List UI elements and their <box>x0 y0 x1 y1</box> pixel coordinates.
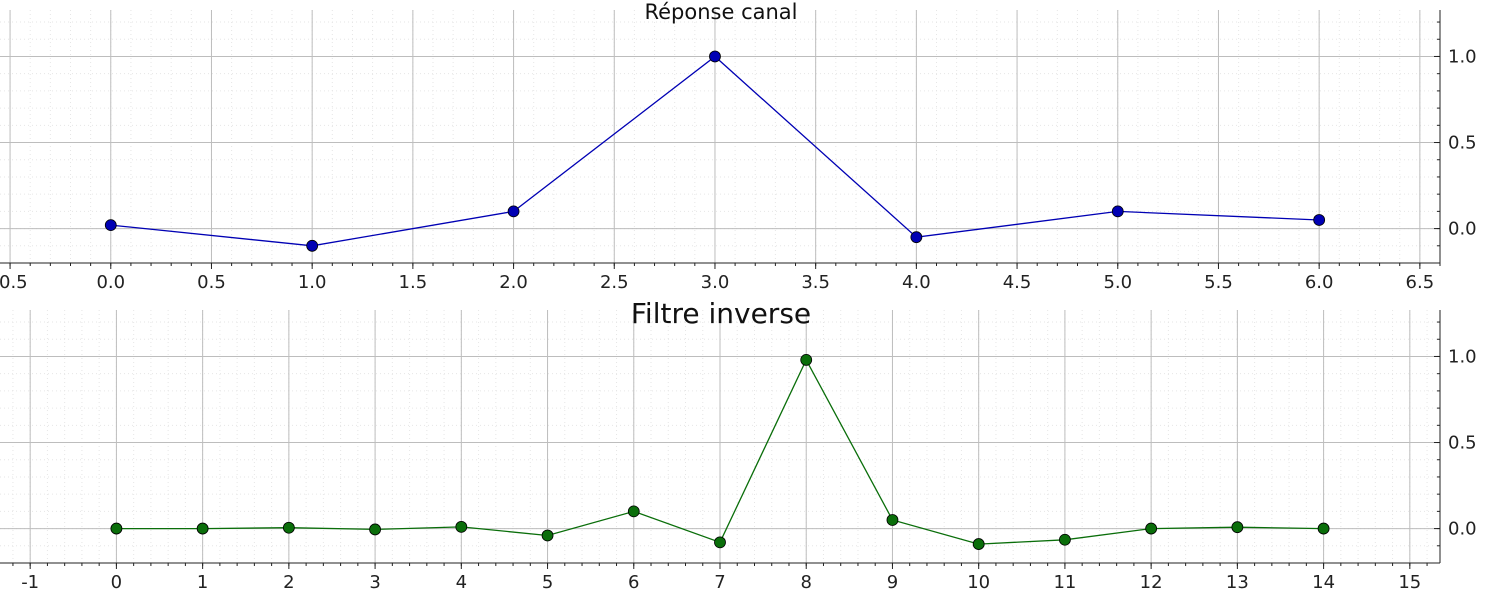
x-tick-label: 4 <box>456 572 467 593</box>
x-tick-label: 2.5 <box>600 272 629 293</box>
data-point-reponse-canal <box>709 50 721 63</box>
x-tick-label: 6 <box>628 572 639 593</box>
x-tick-label: 3 <box>369 572 380 593</box>
x-tick-label: 0.0 <box>96 272 125 293</box>
x-tick-label: 15 <box>1398 572 1421 593</box>
x-tick-label: 7 <box>714 572 725 593</box>
x-tick-label: 3.0 <box>701 272 730 293</box>
x-tick-label: 3.5 <box>801 272 830 293</box>
data-point-filtre-inverse <box>1059 533 1071 546</box>
x-tick-label: 0 <box>111 572 122 593</box>
x-tick-label: 2.0 <box>499 272 528 293</box>
x-tick-label: 0.5 <box>197 272 226 293</box>
x-tick-label: 11 <box>1053 572 1076 593</box>
y-tick-label: 1.0 <box>1448 346 1477 367</box>
x-tick-label: 13 <box>1226 572 1249 593</box>
data-point-filtre-inverse <box>1317 522 1330 535</box>
data-point-filtre-inverse <box>110 522 123 535</box>
x-tick-label: 12 <box>1140 572 1163 593</box>
data-point-reponse-canal <box>910 231 923 244</box>
x-tick-label: 14 <box>1312 572 1335 593</box>
x-tick-label: 2 <box>283 572 294 593</box>
x-tick-label: 6.5 <box>1406 272 1435 293</box>
chart-title-reponse-canal: Réponse canal <box>644 0 797 24</box>
panel-reponse-canal: -0.5 0.0 0.5 1.0 1.5 2.0 2.5 3.0 3.5 4.0 4.5 5.0 5.5… <box>0 0 1477 293</box>
x-tick-label: 5 <box>542 572 553 593</box>
y-tick-label: 1.0 <box>1448 46 1477 67</box>
x-tick-label: 9 <box>887 572 898 593</box>
x-tick-label: 5.0 <box>1103 272 1132 293</box>
data-point-filtre-inverse <box>369 523 381 536</box>
data-point-filtre-inverse <box>541 529 554 542</box>
x-tick-label: 6.0 <box>1305 272 1334 293</box>
x-tick-label: -0.5 <box>0 272 28 293</box>
data-point-filtre-inverse <box>1145 522 1158 535</box>
data-point-filtre-inverse <box>800 354 813 366</box>
y-tick-label: 0.5 <box>1448 133 1477 154</box>
data-point-filtre-inverse <box>627 505 640 518</box>
x-tick-label: 10 <box>967 572 990 593</box>
data-point-filtre-inverse <box>282 521 295 534</box>
data-point-filtre-inverse <box>886 514 899 526</box>
y-tick-label: 0.0 <box>1448 219 1477 240</box>
x-tick-label: -1 <box>21 572 39 593</box>
data-point-filtre-inverse <box>196 522 209 535</box>
data-point-reponse-canal <box>306 239 319 252</box>
x-tick-label: 1.5 <box>399 272 428 293</box>
data-point-filtre-inverse <box>972 538 985 550</box>
data-point-reponse-canal <box>507 205 520 218</box>
data-point-filtre-inverse <box>714 536 726 549</box>
x-tick-label: 4.5 <box>1003 272 1032 293</box>
chart-title-filtre-inverse: Filtre inverse <box>631 297 811 330</box>
x-tick-label: 4.0 <box>902 272 931 293</box>
data-point-filtre-inverse <box>455 520 468 533</box>
panel-filtre-inverse: -1 0 1 2 3 4 5 6 7 8 9 10 11 12 13 14 150.00.51.0Filtre … <box>0 297 1477 593</box>
x-tick-label: 1 <box>197 572 208 593</box>
x-tick-label: 1.0 <box>298 272 327 293</box>
data-point-reponse-canal <box>104 219 117 232</box>
grid-filtre-inverse <box>0 310 1440 564</box>
x-tick-label: 8 <box>801 572 812 593</box>
data-point-reponse-canal <box>1111 205 1124 218</box>
grid-reponse-canal <box>0 10 1441 264</box>
y-tick-label: 0.5 <box>1448 433 1477 454</box>
data-point-filtre-inverse <box>1231 521 1244 534</box>
y-tick-label: 0.0 <box>1448 519 1477 540</box>
x-tick-label: 5.5 <box>1204 272 1233 293</box>
data-point-reponse-canal <box>1313 214 1326 226</box>
